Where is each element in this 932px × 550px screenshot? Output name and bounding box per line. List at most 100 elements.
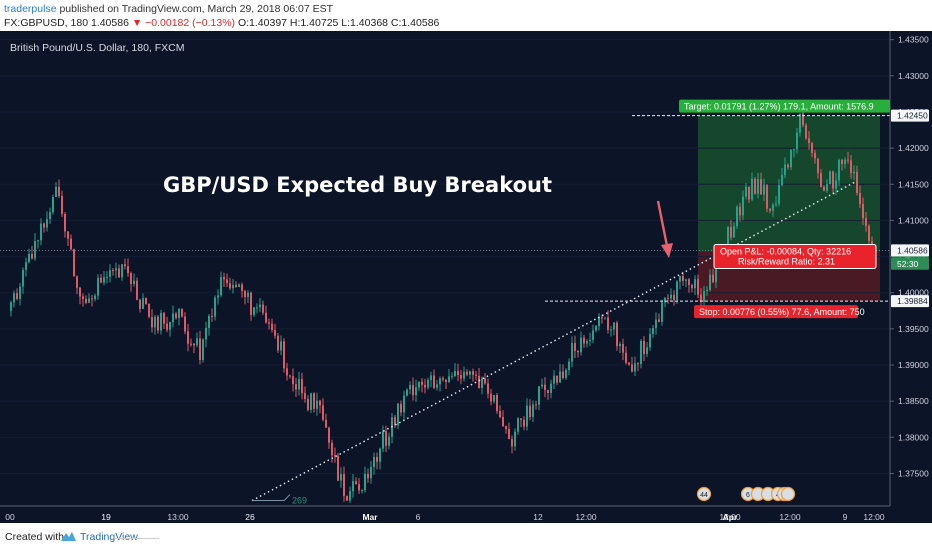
- candle: [124, 264, 126, 267]
- candle: [286, 368, 288, 376]
- candle: [544, 384, 546, 391]
- price-tick-label: 1.42000: [898, 143, 929, 153]
- candle: [562, 371, 564, 378]
- candle: [367, 473, 369, 479]
- candle: [91, 298, 93, 300]
- candle: [13, 293, 15, 303]
- candle: [517, 418, 519, 432]
- candle: [604, 317, 606, 319]
- candle: [592, 330, 594, 340]
- candle: [259, 304, 261, 308]
- candle: [835, 180, 837, 189]
- candle: [847, 159, 849, 161]
- candle: [736, 206, 738, 227]
- candle: [130, 273, 132, 284]
- candle: [613, 322, 615, 330]
- candle: [85, 298, 87, 303]
- candle: [538, 386, 540, 405]
- candle: [628, 362, 630, 365]
- candle: [463, 371, 465, 379]
- time-tick-label: Apr: [723, 512, 738, 522]
- candle: [232, 284, 234, 289]
- footer-divider: [114, 538, 159, 539]
- candle: [637, 363, 639, 365]
- candle: [772, 204, 774, 211]
- candle: [127, 266, 129, 274]
- candle: [535, 404, 537, 406]
- candle: [643, 341, 645, 355]
- pnl-label-box: [713, 244, 877, 270]
- candle: [331, 442, 333, 456]
- candle: [565, 370, 567, 378]
- stop-label-box: [694, 305, 858, 319]
- risk-reward-label: Risk/Reward Ratio: 2.31: [738, 257, 835, 267]
- candle: [640, 341, 642, 364]
- candle: [148, 303, 150, 317]
- event-badge[interactable]: [780, 486, 796, 502]
- price-axis-marker-label: 1.42450: [897, 111, 928, 121]
- candle: [136, 280, 138, 300]
- candle: [832, 171, 834, 189]
- candle: [298, 379, 300, 390]
- candle: [619, 343, 621, 347]
- time-tick-label: 12:00: [719, 512, 741, 522]
- candle: [841, 159, 843, 164]
- price-chart[interactable]: 269 1.435001.430001.425001.420001.415001…: [0, 31, 932, 523]
- candle: [118, 268, 120, 278]
- candle: [361, 490, 363, 492]
- symbol-info: FX:GBPUSD, 180 1.40586: [4, 17, 129, 29]
- candle: [64, 213, 66, 232]
- time-tick-label: Mar: [362, 512, 378, 522]
- candle: [523, 419, 525, 427]
- price-axis-marker: [891, 295, 929, 308]
- candle: [163, 312, 165, 324]
- time-tick-label: 26: [245, 512, 255, 522]
- candle: [589, 339, 591, 342]
- candle: [862, 203, 864, 219]
- candle: [358, 484, 360, 491]
- instrument-title: British Pound/U.S. Dollar, 180, FXCM: [10, 42, 185, 54]
- candle: [61, 195, 63, 214]
- event-badge[interactable]: [696, 486, 712, 502]
- candle: [769, 208, 771, 211]
- candle: [58, 186, 60, 196]
- candle: [439, 378, 441, 385]
- candle: [442, 378, 444, 380]
- candle: [742, 196, 744, 216]
- candle: [262, 304, 264, 313]
- candle: [745, 186, 747, 197]
- candle: [661, 302, 663, 322]
- author-link[interactable]: traderpulse: [4, 3, 57, 15]
- candle: [199, 338, 201, 360]
- candle: [487, 383, 489, 394]
- change-value: ▼ −0.00182 (−0.13%): [131, 17, 236, 29]
- time-tick-label: 00: [5, 512, 15, 522]
- price-tick-label: 1.38000: [898, 432, 929, 442]
- candle: [775, 203, 777, 205]
- candle: [217, 295, 219, 298]
- candle: [469, 371, 471, 375]
- candle: [547, 390, 549, 393]
- candle: [409, 384, 411, 390]
- candle: [688, 279, 690, 286]
- candle: [70, 238, 72, 250]
- candle: [670, 294, 672, 299]
- price-axis-marker-label: 1.39884: [897, 296, 928, 306]
- candle: [190, 343, 192, 345]
- candle: [451, 375, 453, 377]
- candle: [658, 319, 660, 322]
- bars-count-label: 269: [292, 496, 307, 506]
- candle: [610, 329, 612, 331]
- candle: [664, 297, 666, 303]
- price-axis-background: [890, 31, 932, 523]
- candle: [571, 343, 573, 362]
- candle: [82, 296, 84, 299]
- event-badge-count: 44: [700, 492, 708, 499]
- tradingview-brand[interactable]: TradingView: [80, 531, 138, 543]
- candle: [787, 164, 789, 168]
- time-tick-label: 6: [416, 512, 421, 522]
- target-zone: [698, 115, 880, 252]
- candle: [499, 411, 501, 418]
- candle: [235, 284, 237, 287]
- candle: [319, 400, 321, 406]
